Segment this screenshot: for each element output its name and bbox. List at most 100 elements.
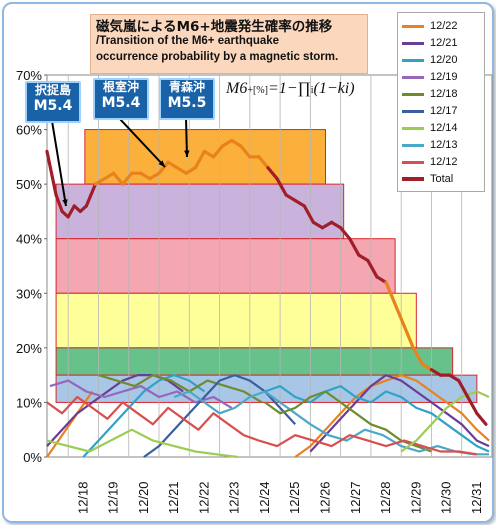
annotation-arrow-nemuro (118, 117, 166, 168)
annotation-magnitude: M5.4 (101, 95, 141, 111)
annotation-aomori: 青森沖 M5.5 (159, 78, 215, 120)
legend-label: 12/21 (430, 37, 458, 49)
total-line-segment (329, 220, 343, 230)
total-line-segment (166, 160, 179, 170)
legend-item: 12/13 (402, 137, 458, 153)
total-line-segment (230, 138, 243, 148)
annotation-nemuro: 根室沖 M5.4 (93, 78, 149, 120)
total-line-segment (429, 368, 443, 377)
total-line-segment (466, 395, 479, 415)
total-line-segment (257, 155, 270, 170)
legend-swatch (402, 177, 424, 181)
legend-item: 12/12 (402, 154, 458, 170)
total-line-segment (239, 144, 252, 159)
legend-swatch (402, 75, 424, 79)
total-line-segment (102, 171, 116, 181)
y-tick-label: 0% (23, 450, 42, 465)
total-line-segment (311, 220, 325, 230)
probability-band-1 (55, 183, 345, 240)
annotation-arrow-etorofu-head (62, 199, 68, 206)
probability-band-3 (55, 292, 417, 349)
legend-label: Total (430, 173, 454, 185)
equation-lhs: M6 (226, 80, 248, 97)
total-line-segment (375, 275, 388, 284)
series-line-12-17 (143, 374, 297, 458)
total-line-segment (148, 171, 161, 181)
total-line-segment (284, 193, 297, 203)
x-tick-label: 12/25 (287, 481, 302, 514)
legend: 12/22 12/21 12/20 12/19 12/18 12/17 12/14 12/13… (397, 12, 485, 192)
legend-label: 12/20 (430, 54, 458, 66)
legend-label: 12/22 (430, 20, 458, 32)
total-line-segment (266, 166, 279, 181)
total-line-segment (384, 280, 397, 306)
annotation-place: 青森沖 (168, 80, 205, 94)
chart-title-en: /Transition of the M6+ earthquake occurr… (96, 33, 338, 65)
annotation-etorofu: 択捉島 M5.4 (25, 81, 81, 123)
total-line-segment (320, 220, 334, 230)
x-tick-label: 12/21 (166, 481, 181, 514)
annotation-arrow-etorofu (51, 120, 67, 207)
total-line-segment (357, 253, 370, 263)
total-line-segment (220, 138, 234, 148)
total-line-segment (293, 198, 306, 208)
x-tick-label: 12/23 (227, 481, 242, 514)
equation-sub: +[%] (247, 85, 268, 96)
annotation-place: 根室沖 (102, 80, 139, 94)
total-line-segment (366, 258, 379, 279)
total-line-segment (111, 171, 125, 186)
x-tick-label: 12/19 (106, 481, 121, 514)
series-line-12-18 (98, 374, 263, 404)
legend-swatch (402, 92, 424, 96)
legend-item: 12/17 (402, 103, 458, 119)
legend-item: 12/18 (402, 86, 458, 102)
chart-title-en-line1: /Transition of the M6+ earthquake (96, 35, 280, 47)
total-line-segment (121, 171, 134, 186)
legend-swatch (402, 41, 424, 45)
x-tick-label: 12/18 (75, 481, 90, 514)
series-line-12-13 (173, 390, 312, 426)
probability-band-0 (84, 129, 327, 185)
series-line-12-12b (258, 434, 478, 456)
probability-equation: M6+[%]=1−∏i(1−ki) (226, 80, 355, 98)
total-line-segment (193, 149, 207, 170)
legend-item: 12/19 (402, 69, 458, 85)
legend-swatch (402, 58, 424, 62)
series-line-12-14 (46, 428, 238, 459)
chart-title-en-line2: occurrence probability by a magnetic sto… (96, 51, 339, 63)
total-line-segment (339, 226, 352, 241)
annotation-arrow-aomori-head (184, 150, 190, 157)
total-line-segment (66, 204, 76, 219)
legend-item: 12/21 (402, 35, 458, 51)
legend-swatch (402, 126, 424, 130)
series-line-12-14b (400, 390, 490, 453)
equation-rhs: =1−∏ (267, 80, 311, 97)
total-line-segment (275, 177, 288, 197)
x-tick-label: 12/29 (408, 481, 423, 514)
series-line-12-20 (82, 374, 206, 458)
annotation-magnitude: M5.4 (33, 98, 73, 114)
annotation-arrow-nemuro-head (158, 160, 165, 167)
x-tick-label: 12/20 (136, 481, 151, 514)
y-tick-label: 40% (16, 232, 42, 247)
total-line-segment (402, 324, 415, 350)
probability-band-2 (55, 238, 396, 294)
y-tick-label: 50% (16, 177, 42, 192)
total-line-segment (175, 166, 188, 175)
x-tick-label: 12/30 (439, 481, 454, 514)
legend-label: 12/13 (430, 139, 458, 151)
legend-label: 12/14 (430, 122, 458, 134)
total-line-segment (184, 166, 197, 175)
total-line-segment (302, 204, 315, 224)
y-tick-label: 70% (16, 68, 42, 83)
annotation-magnitude: M5.5 (167, 95, 207, 111)
total-line-segment (157, 160, 170, 175)
legend-label: 12/19 (430, 71, 458, 83)
total-line-segment (54, 193, 64, 214)
legend-item: Total (402, 171, 453, 187)
legend-label: 12/12 (430, 156, 458, 168)
legend-item: 12/14 (402, 120, 458, 136)
annotation-arrow-aomori (185, 117, 188, 158)
x-tick-label: 12/22 (196, 481, 211, 514)
